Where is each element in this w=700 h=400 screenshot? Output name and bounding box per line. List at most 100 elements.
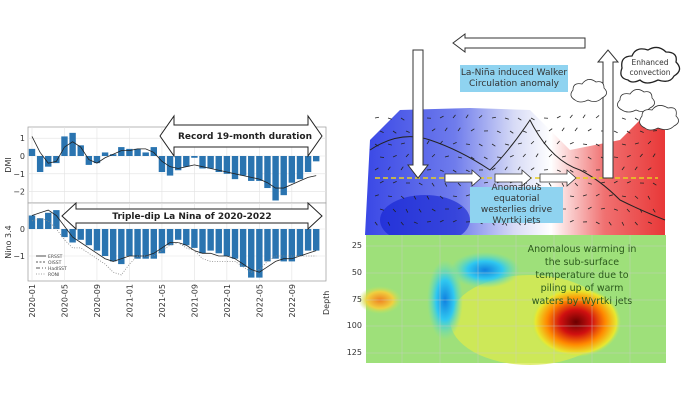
wind-vector	[457, 207, 462, 210]
wind-vector	[431, 208, 436, 212]
bar	[231, 156, 239, 180]
bar	[174, 229, 182, 240]
wind-vector	[452, 169, 457, 173]
wind-vector	[457, 156, 462, 159]
wind-vector	[600, 181, 605, 184]
wind-vector	[444, 127, 448, 132]
wind-vector	[621, 117, 626, 120]
depth-tick: 75	[351, 295, 362, 304]
wind-vector	[626, 181, 631, 184]
bar	[272, 156, 279, 201]
bar	[313, 229, 320, 251]
bar	[93, 229, 101, 251]
wind-vector	[595, 221, 600, 225]
bar	[288, 156, 296, 183]
wind-vector	[621, 143, 626, 146]
x-tick-label: 2020-05	[60, 284, 69, 317]
bar	[126, 148, 133, 156]
x-tick-label: 2021-05	[158, 284, 167, 317]
wind-vector	[530, 117, 535, 121]
legend-label: HadISST	[48, 266, 67, 272]
wind-vector	[457, 182, 461, 187]
wind-vector	[405, 208, 409, 213]
wind-vector	[504, 166, 508, 171]
wind-vector	[400, 195, 405, 199]
wind-vector	[392, 208, 397, 213]
series-line	[31, 209, 317, 273]
wind-vector	[647, 140, 652, 145]
y-tick-label: 1	[20, 134, 25, 143]
wind-vector	[647, 221, 652, 224]
convection-label: Enhanced convection	[629, 58, 671, 77]
diagram-graphics	[358, 33, 681, 365]
bar	[77, 145, 84, 156]
wind-vector	[574, 207, 579, 210]
wind-vector	[569, 195, 575, 197]
wind-vector	[439, 169, 444, 172]
wind-vector	[548, 128, 553, 132]
bar	[239, 156, 247, 176]
descending-arrow	[406, 49, 430, 179]
bar	[93, 156, 101, 164]
cloud-icon	[620, 46, 681, 84]
bar	[280, 229, 287, 262]
bar	[166, 156, 174, 176]
wind-vector	[387, 117, 392, 120]
bar	[248, 156, 255, 181]
wind-vector	[387, 166, 391, 171]
wind-vector	[465, 114, 469, 119]
wind-vector	[595, 193, 600, 197]
x-tick-label: 2020-01	[28, 284, 37, 317]
westerlies-label: Anomalous equatorial westerlies drive Wy…	[470, 183, 563, 226]
wind-vector	[483, 181, 488, 184]
wind-vector	[426, 221, 432, 223]
bar	[45, 156, 52, 167]
x-tick-label: 2022-01	[223, 284, 232, 317]
triple-dip-arrow	[61, 201, 323, 231]
wind-vector	[392, 181, 397, 184]
wind-vector	[587, 156, 592, 160]
wind-vector	[582, 194, 587, 197]
wind-vector	[548, 182, 552, 187]
wind-vector	[452, 219, 457, 223]
bar	[110, 229, 117, 262]
wind-vector	[613, 180, 618, 184]
x-tick-label: 2020-09	[93, 284, 102, 317]
wind-vector	[444, 182, 448, 187]
bar	[53, 210, 60, 229]
depth-tick: 125	[346, 348, 362, 357]
wind-vector	[431, 153, 436, 158]
wind-vector	[444, 155, 449, 158]
bar	[191, 156, 198, 158]
wind-vector	[517, 142, 522, 145]
wind-vector	[465, 169, 470, 173]
wind-vector	[639, 153, 643, 158]
wind-vector	[496, 130, 501, 134]
wind-vector	[504, 117, 509, 120]
wind-vector	[652, 153, 656, 158]
depth-tick: 25	[351, 241, 362, 250]
wind-vector	[626, 208, 630, 213]
bar	[264, 229, 271, 262]
x-tick-label: 2021-09	[190, 284, 199, 317]
wind-vector	[639, 130, 644, 133]
bar	[134, 229, 141, 259]
x-tick-label: 2022-05	[255, 284, 264, 317]
wind-vector	[517, 166, 521, 171]
y-axis-label: Nino 3.4	[4, 225, 13, 258]
bar	[158, 156, 166, 173]
wind-vector	[392, 155, 397, 158]
wind-vector	[530, 167, 535, 171]
bar	[207, 229, 214, 251]
wind-vector	[439, 115, 444, 119]
wind-vector	[608, 194, 613, 197]
y-tick-label: 0	[20, 152, 25, 161]
la-nina-diagram: La-Niña induced Walker Circulation anoma…	[340, 0, 700, 400]
bar	[215, 156, 222, 173]
wind-vector	[483, 156, 488, 160]
wind-vector	[470, 156, 475, 160]
wind-vector	[634, 195, 639, 199]
bar	[248, 229, 255, 278]
bar	[199, 229, 206, 254]
wind-vector	[522, 130, 527, 133]
